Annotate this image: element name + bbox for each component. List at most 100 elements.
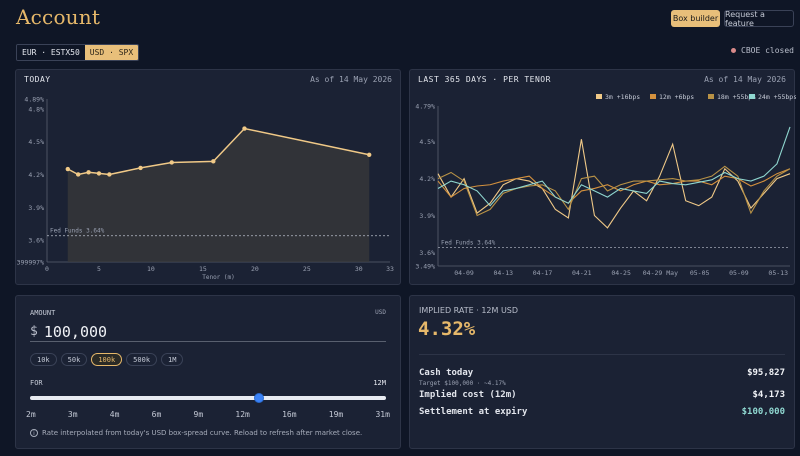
x-tick-label: 05-09 bbox=[729, 269, 749, 277]
x-tick-label: 0 bbox=[45, 265, 49, 273]
tenor-tick: 6m bbox=[151, 410, 162, 419]
preset-10k[interactable]: 10k bbox=[30, 353, 57, 366]
tenor-tick: 31m bbox=[375, 410, 390, 419]
today-chart: 4.89%4.8% 4.5% 4.2% 3.9% 3.6% 3.399997%0 5 10 15… bbox=[16, 96, 394, 282]
pair-eur-estx50[interactable]: EUR · ESTX50 bbox=[17, 45, 85, 60]
status-dot-icon bbox=[731, 48, 737, 53]
y-tick-label: 4.2% bbox=[419, 175, 435, 183]
y-tick-label: 3.6% bbox=[28, 237, 44, 245]
tenor-ticks: 2m 3m 4m 6m 9m 12m 16m 19m 31m bbox=[26, 410, 390, 419]
x-tick-label: 05-13 bbox=[768, 269, 788, 277]
preset-500k[interactable]: 500k bbox=[126, 353, 158, 366]
x-tick-label: 04-29 May bbox=[643, 269, 678, 277]
x-tick-label: 04-09 bbox=[454, 269, 474, 277]
row-label: Cash today bbox=[419, 368, 474, 378]
y-tick-label: 3.399997% bbox=[16, 259, 44, 267]
data-point bbox=[86, 170, 91, 175]
data-point bbox=[96, 171, 102, 176]
y-tick-label: 4.5% bbox=[419, 138, 435, 146]
settlement-row: Settlement at expiry $100,000 bbox=[419, 407, 785, 417]
x-tick-label: 04-25 bbox=[611, 269, 631, 277]
history-chart: 4.79% 4.5% 4.2% 3.9% 3.6% 3.49% 04-09 04-13 04-1… bbox=[415, 93, 796, 277]
legend-label: 24m +55bps bbox=[758, 93, 796, 101]
data-point bbox=[138, 165, 143, 171]
data-point bbox=[169, 160, 174, 165]
y-tick-label: 4.5% bbox=[28, 138, 44, 146]
preset-100k[interactable]: 100k bbox=[91, 353, 123, 366]
amount-value[interactable]: 100,000 bbox=[43, 322, 108, 341]
y-tick-label: 4.2% bbox=[28, 171, 44, 179]
curve-line bbox=[67, 127, 370, 176]
row-value: $4,173 bbox=[752, 390, 785, 400]
info-icon: i bbox=[30, 429, 38, 437]
target-note: Target $100,000 · ~4.17% bbox=[419, 380, 506, 387]
box-builder-button[interactable]: Box builder bbox=[671, 10, 720, 27]
y-tick-label: 4.8% bbox=[28, 105, 44, 113]
legend-swatch bbox=[708, 94, 714, 99]
currency-code: USD bbox=[375, 309, 386, 316]
tenor-tick: 4m bbox=[109, 410, 120, 419]
legend-swatch bbox=[596, 94, 602, 99]
data-point bbox=[242, 126, 247, 131]
series-line bbox=[437, 126, 791, 207]
history-panel: LAST 365 DAYS · PER TENOR As of 14 May 2… bbox=[409, 69, 796, 285]
x-axis-label: Tenor (m) bbox=[202, 274, 235, 281]
today-panel: TODAY As of 14 May 2026 4.89% 4.8% 4.5% 4.2… bbox=[15, 69, 401, 285]
implied-label: IMPLIED RATE · 12M USD bbox=[419, 306, 519, 315]
fed-funds-label: Fed Funds 3.64% bbox=[441, 240, 496, 247]
amount-input[interactable]: $ 100,000 bbox=[30, 322, 386, 342]
legend-label: 3m +16bps bbox=[605, 93, 640, 101]
tenor-tick: 12m bbox=[235, 410, 250, 419]
currency-symbol: $ bbox=[30, 324, 38, 339]
x-tick-label: 25 bbox=[303, 265, 311, 273]
x-tick-label: 04-21 bbox=[572, 269, 592, 277]
tenor-slider-track[interactable] bbox=[30, 396, 386, 400]
history-title: LAST 365 DAYS · PER TENOR bbox=[418, 75, 551, 84]
y-tick-label: 3.9% bbox=[419, 212, 435, 220]
amount-label: AMOUNT bbox=[30, 309, 56, 317]
data-point bbox=[75, 172, 81, 177]
data-point bbox=[107, 172, 112, 177]
implied-rate: 4.32% bbox=[418, 318, 476, 340]
x-tick-label: 30 bbox=[355, 265, 363, 273]
amount-panel: AMOUNT USD $ 100,000 10k 50k 100k 500k 1… bbox=[15, 295, 401, 449]
x-tick-label: 20 bbox=[251, 265, 259, 273]
amount-presets: 10k 50k 100k 500k 1M bbox=[30, 353, 184, 366]
y-tick-label: 3.9% bbox=[28, 204, 44, 212]
legend-label: 18m +55bps bbox=[717, 93, 756, 101]
divider bbox=[419, 354, 785, 355]
pair-toggle: EUR · ESTX50 USD · SPX bbox=[16, 44, 140, 61]
legend-swatch bbox=[749, 94, 755, 99]
x-tick-label: 10 bbox=[147, 265, 155, 273]
request-feature-button[interactable]: Request a feature bbox=[724, 10, 794, 28]
x-tick-label: 15 bbox=[199, 265, 207, 273]
page-title: Account bbox=[16, 5, 101, 29]
tenor-tick: 9m bbox=[193, 410, 204, 419]
for-value: 12M bbox=[373, 379, 386, 387]
x-tick-label: 05-05 bbox=[690, 269, 710, 277]
rate-note: i Rate interpolated from today's USD box… bbox=[30, 429, 362, 437]
y-tick-label: 4.89% bbox=[24, 96, 44, 104]
legend-swatch bbox=[650, 94, 656, 99]
series-line bbox=[437, 168, 791, 204]
market-status-label: CBOE closed bbox=[741, 46, 794, 55]
tenor-tick: 19m bbox=[328, 410, 344, 419]
data-point bbox=[65, 166, 70, 172]
data-point bbox=[367, 152, 372, 157]
today-as-of: As of 14 May 2026 bbox=[310, 75, 392, 84]
y-tick-label: 3.49% bbox=[415, 263, 435, 271]
preset-1m[interactable]: 1M bbox=[161, 353, 184, 366]
x-tick-label: 33 bbox=[386, 265, 394, 273]
row-label: Implied cost (12m) bbox=[419, 390, 517, 400]
legend-label: 12m +6bps bbox=[659, 93, 694, 101]
preset-50k[interactable]: 50k bbox=[60, 353, 88, 366]
series-line bbox=[437, 165, 791, 217]
tenor-tick: 16m bbox=[282, 410, 297, 419]
row-value: $100,000 bbox=[741, 407, 785, 417]
tenor-slider-thumb[interactable] bbox=[254, 393, 265, 403]
cash-today-row: Cash today $95,827 bbox=[419, 368, 785, 378]
row-value: $95,827 bbox=[747, 368, 785, 378]
today-title: TODAY bbox=[24, 75, 51, 84]
row-label: Settlement at expiry bbox=[419, 407, 528, 417]
pair-usd-spx[interactable]: USD · SPX bbox=[84, 45, 139, 60]
